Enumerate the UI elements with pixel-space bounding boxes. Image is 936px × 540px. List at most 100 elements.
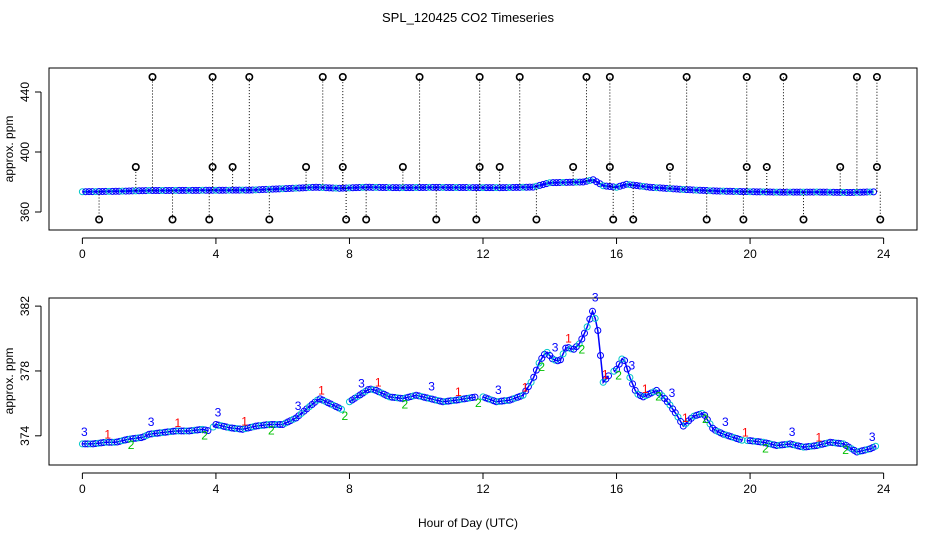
bottom-data-point xyxy=(193,426,201,434)
bottom-data-point xyxy=(589,307,597,315)
top-data-point xyxy=(172,186,180,194)
bottom-data-point xyxy=(743,437,751,445)
bottom-flag-label: 3 xyxy=(722,415,729,429)
top-data-point xyxy=(355,184,363,192)
top-data-point xyxy=(382,184,390,192)
top-data-point xyxy=(285,184,293,192)
top-data-point xyxy=(616,182,624,190)
bottom-data-point xyxy=(556,356,564,364)
top-y-tick-label: 440 xyxy=(18,82,32,102)
bottom-data-point xyxy=(94,439,102,447)
top-data-point xyxy=(693,186,701,194)
bottom-data-point xyxy=(89,440,97,448)
top-data-point xyxy=(452,184,460,192)
bottom-data-point xyxy=(268,420,276,428)
bottom-data-point xyxy=(832,439,840,447)
bottom-data-point xyxy=(530,373,538,381)
bottom-data-point xyxy=(183,427,191,435)
bottom-data-point xyxy=(802,443,810,451)
top-data-point xyxy=(699,186,707,194)
bottom-data-point xyxy=(442,397,450,405)
bottom-data-point xyxy=(466,394,474,402)
bottom-data-point xyxy=(236,425,244,433)
top-spike-point xyxy=(569,163,578,172)
bottom-flag-label: 3 xyxy=(629,358,636,372)
top-x-tick-label: 4 xyxy=(213,247,220,261)
top-data-point xyxy=(422,183,430,191)
bottom-data-point xyxy=(249,423,257,431)
top-data-point xyxy=(345,184,353,192)
top-data-point xyxy=(175,186,183,194)
top-data-point xyxy=(215,186,223,194)
top-data-point xyxy=(870,188,878,196)
bottom-flag-label: 3 xyxy=(358,376,365,390)
top-data-point xyxy=(279,185,287,193)
top-data-point xyxy=(686,186,694,194)
bottom-data-point xyxy=(626,373,634,381)
top-data-point xyxy=(376,183,384,191)
top-data-point xyxy=(406,184,414,192)
bottom-data-point xyxy=(605,372,613,380)
top-data-point xyxy=(312,183,320,191)
top-data-point xyxy=(489,184,497,192)
bottom-data-point xyxy=(757,438,765,446)
bottom-flag-label: 3 xyxy=(592,290,599,304)
top-data-point xyxy=(826,188,834,196)
top-spike-point xyxy=(302,163,311,172)
top-spike-point xyxy=(876,215,885,224)
top-data-point xyxy=(225,186,233,194)
bottom-data-point xyxy=(783,440,791,448)
top-data-point xyxy=(98,187,106,195)
top-spike-point xyxy=(582,73,591,82)
top-data-point xyxy=(115,187,123,195)
bottom-y-axis: 374 378 382 xyxy=(18,296,42,446)
bottom-data-point xyxy=(169,427,177,435)
top-data-point xyxy=(426,183,434,191)
top-data-point xyxy=(392,184,400,192)
bottom-flag-label: 1 xyxy=(375,375,382,389)
bottom-data-point xyxy=(231,424,239,432)
bottom-data-point xyxy=(177,427,185,435)
top-data-point xyxy=(669,185,677,193)
top-spike-point xyxy=(432,215,441,224)
top-x-axis: 0 4 8 12 16 20 24 xyxy=(79,237,891,261)
top-data-point xyxy=(162,186,170,194)
chart-title: SPL_120425 CO2 Timeseries xyxy=(382,10,554,25)
bottom-data-point xyxy=(196,426,204,434)
top-x-tick-label: 16 xyxy=(610,247,624,261)
bottom-data-point xyxy=(460,395,468,403)
bottom-data-point xyxy=(92,440,100,448)
top-data-point xyxy=(138,187,146,195)
bottom-data-point xyxy=(396,394,404,402)
top-data-point xyxy=(559,178,567,186)
bottom-data-point xyxy=(591,314,599,322)
bottom-flag-label: 3 xyxy=(552,341,559,355)
top-data-point xyxy=(639,182,647,190)
top-data-point xyxy=(736,188,744,196)
bottom-flag-label: 2 xyxy=(402,398,409,412)
bottom-data-point xyxy=(629,380,637,388)
bottom-data-point xyxy=(562,344,570,352)
bottom-data-point xyxy=(164,428,172,436)
top-data-point xyxy=(182,186,190,194)
top-data-point xyxy=(709,187,717,195)
bottom-data-point xyxy=(444,397,452,405)
bottom-data-point xyxy=(175,427,183,435)
bottom-flag-label: 3 xyxy=(295,399,302,413)
top-data-point xyxy=(773,188,781,196)
top-data-point xyxy=(142,187,150,195)
top-spike-point xyxy=(208,73,217,82)
bottom-data-point xyxy=(191,426,199,434)
bottom-data-point xyxy=(150,430,158,438)
top-data-point xyxy=(526,183,534,191)
x-axis-label: Hour of Day (UTC) xyxy=(418,516,518,530)
top-data-point xyxy=(199,186,207,194)
bottom-data-point xyxy=(492,398,500,406)
bottom-data-point xyxy=(532,366,540,374)
top-y-axis-label: approx. ppm xyxy=(2,116,16,183)
bottom-data-point xyxy=(148,430,156,438)
top-data-point xyxy=(676,185,684,193)
top-data-point xyxy=(549,179,557,187)
top-data-point xyxy=(259,186,267,194)
